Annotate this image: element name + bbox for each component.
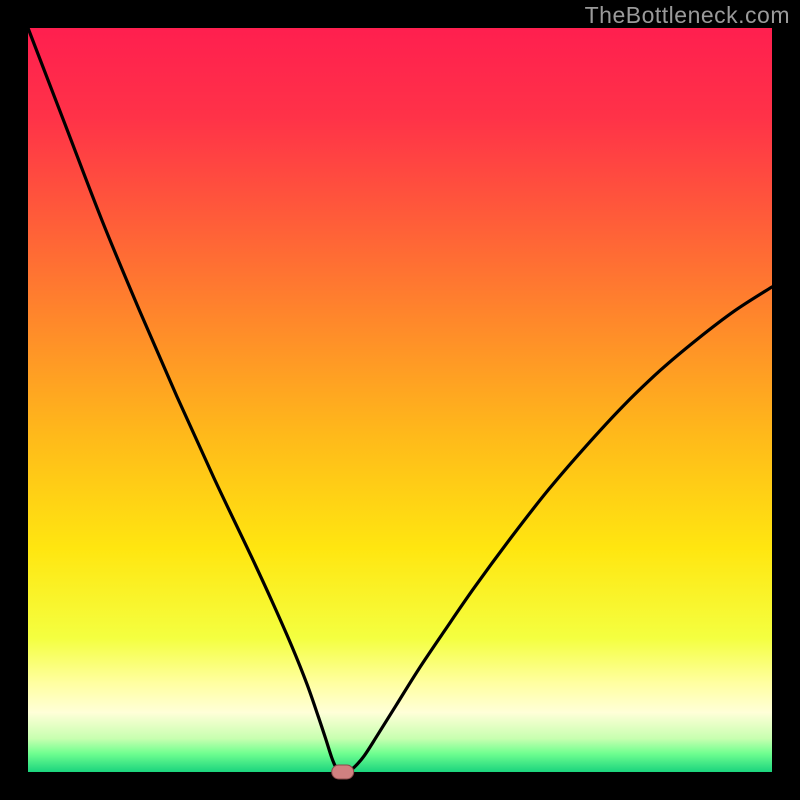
- plot-background: [28, 28, 772, 772]
- chart-stage: TheBottleneck.com: [0, 0, 800, 800]
- optimal-point-marker: [332, 765, 354, 779]
- bottleneck-chart-svg: [0, 0, 800, 800]
